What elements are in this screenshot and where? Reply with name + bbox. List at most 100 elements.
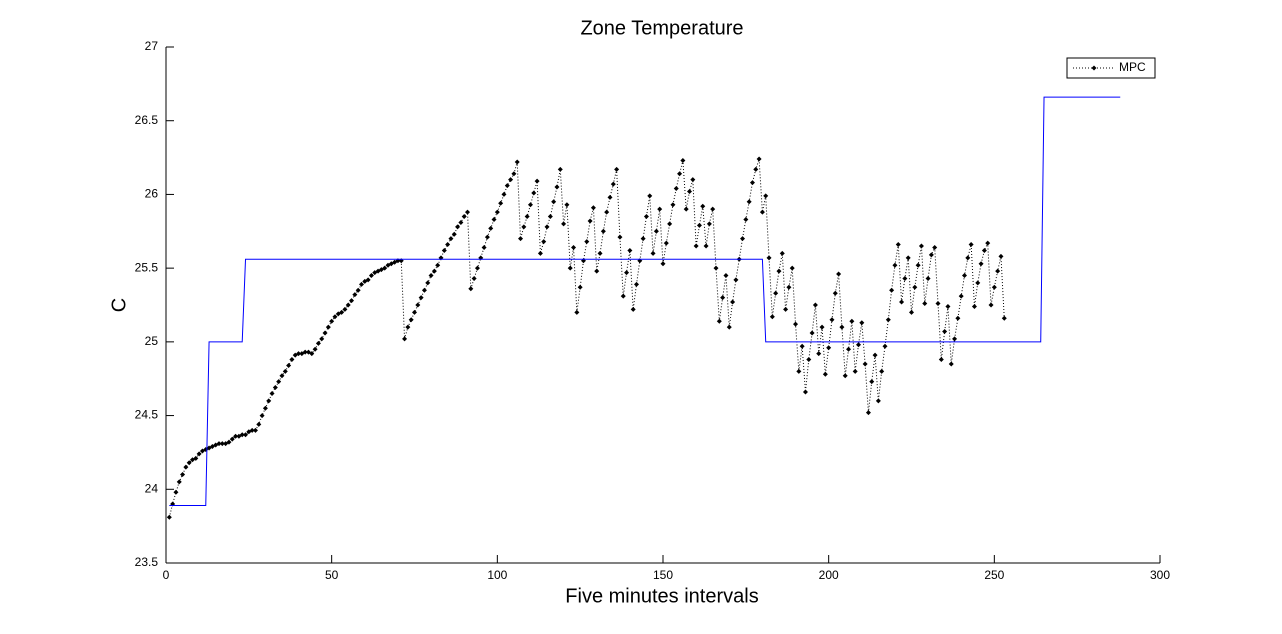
data-point — [909, 309, 914, 315]
data-point — [484, 234, 490, 240]
data-point — [193, 455, 199, 461]
data-point — [402, 336, 408, 342]
data-point — [783, 306, 789, 312]
data-point — [249, 427, 255, 433]
x-tick-label: 200 — [819, 568, 839, 582]
data-point — [812, 302, 818, 308]
data-point — [687, 188, 693, 194]
data-point — [286, 362, 292, 368]
y-tick-label: 24 — [145, 481, 159, 495]
data-point — [266, 398, 272, 404]
data-point — [610, 181, 616, 187]
data-point — [332, 314, 338, 320]
data-point — [233, 433, 239, 439]
data-point — [849, 318, 855, 324]
data-point — [889, 287, 895, 293]
data-point — [842, 373, 848, 379]
data-point — [643, 214, 649, 220]
data-point — [564, 202, 570, 208]
data-point — [597, 250, 603, 256]
data-point — [673, 186, 679, 192]
data-point — [408, 317, 414, 323]
data-point — [776, 268, 782, 274]
data-point — [531, 190, 537, 196]
data-point — [173, 489, 179, 495]
x-tick-label: 50 — [325, 568, 339, 582]
legend-label: MPC — [1119, 60, 1146, 74]
data-point — [749, 180, 755, 186]
data-point — [272, 385, 278, 391]
legend-box — [1066, 57, 1156, 79]
data-point — [892, 262, 898, 268]
data-point — [799, 343, 805, 349]
data-point — [667, 221, 673, 227]
y-tick-label: 26 — [145, 187, 159, 201]
x-tick-label: 250 — [984, 568, 1004, 582]
data-point — [836, 271, 842, 277]
data-point — [753, 166, 759, 172]
data-point — [855, 342, 861, 348]
data-point — [756, 156, 762, 162]
data-point — [269, 390, 275, 396]
data-point — [696, 222, 702, 228]
data-point — [816, 351, 822, 357]
data-point — [763, 193, 769, 199]
legend-marker — [1091, 65, 1097, 71]
data-point — [865, 410, 871, 416]
data-point — [700, 203, 706, 209]
data-point — [501, 191, 507, 197]
data-point — [743, 216, 749, 222]
data-point — [614, 166, 620, 172]
data-point — [587, 218, 593, 224]
data-point — [415, 302, 421, 308]
data-point — [872, 352, 878, 358]
data-point — [802, 389, 808, 395]
data-point — [875, 398, 881, 404]
chart-title: Zone Temperature — [580, 17, 743, 39]
data-point — [620, 293, 626, 299]
data-point — [368, 273, 374, 279]
data-point — [683, 206, 689, 212]
y-tick-label: 25.5 — [135, 260, 159, 274]
data-point — [789, 265, 795, 271]
data-point — [952, 336, 958, 342]
data-point — [978, 261, 984, 267]
data-point — [869, 379, 875, 385]
data-point — [925, 275, 931, 281]
data-point — [577, 284, 583, 290]
data-point — [617, 234, 623, 240]
x-tick-label: 150 — [653, 568, 673, 582]
data-point — [723, 273, 729, 279]
data-point — [922, 301, 928, 307]
data-point — [176, 479, 182, 485]
data-point — [226, 439, 232, 445]
data-point — [806, 357, 812, 363]
data-point — [720, 295, 726, 301]
data-point — [955, 315, 961, 321]
data-point — [779, 250, 785, 256]
data-point — [504, 183, 510, 189]
data-point — [769, 314, 775, 320]
data-point — [342, 306, 348, 312]
data-point — [541, 239, 547, 245]
data-point — [928, 252, 934, 258]
data-point — [455, 224, 461, 230]
data-point — [239, 432, 245, 438]
data-point — [733, 277, 739, 283]
data-point — [259, 413, 265, 419]
data-point — [243, 432, 249, 438]
data-point — [441, 247, 447, 253]
data-point — [882, 343, 888, 349]
data-point — [657, 206, 663, 212]
data-point — [627, 247, 633, 253]
data-point — [846, 346, 852, 352]
data-point — [630, 306, 636, 312]
data-point — [633, 281, 639, 287]
data-point — [690, 177, 696, 183]
data-point — [885, 317, 891, 323]
data-point — [557, 166, 563, 172]
data-point — [879, 368, 885, 374]
data-point — [600, 228, 606, 234]
data-point — [216, 441, 222, 447]
data-point — [932, 245, 938, 251]
